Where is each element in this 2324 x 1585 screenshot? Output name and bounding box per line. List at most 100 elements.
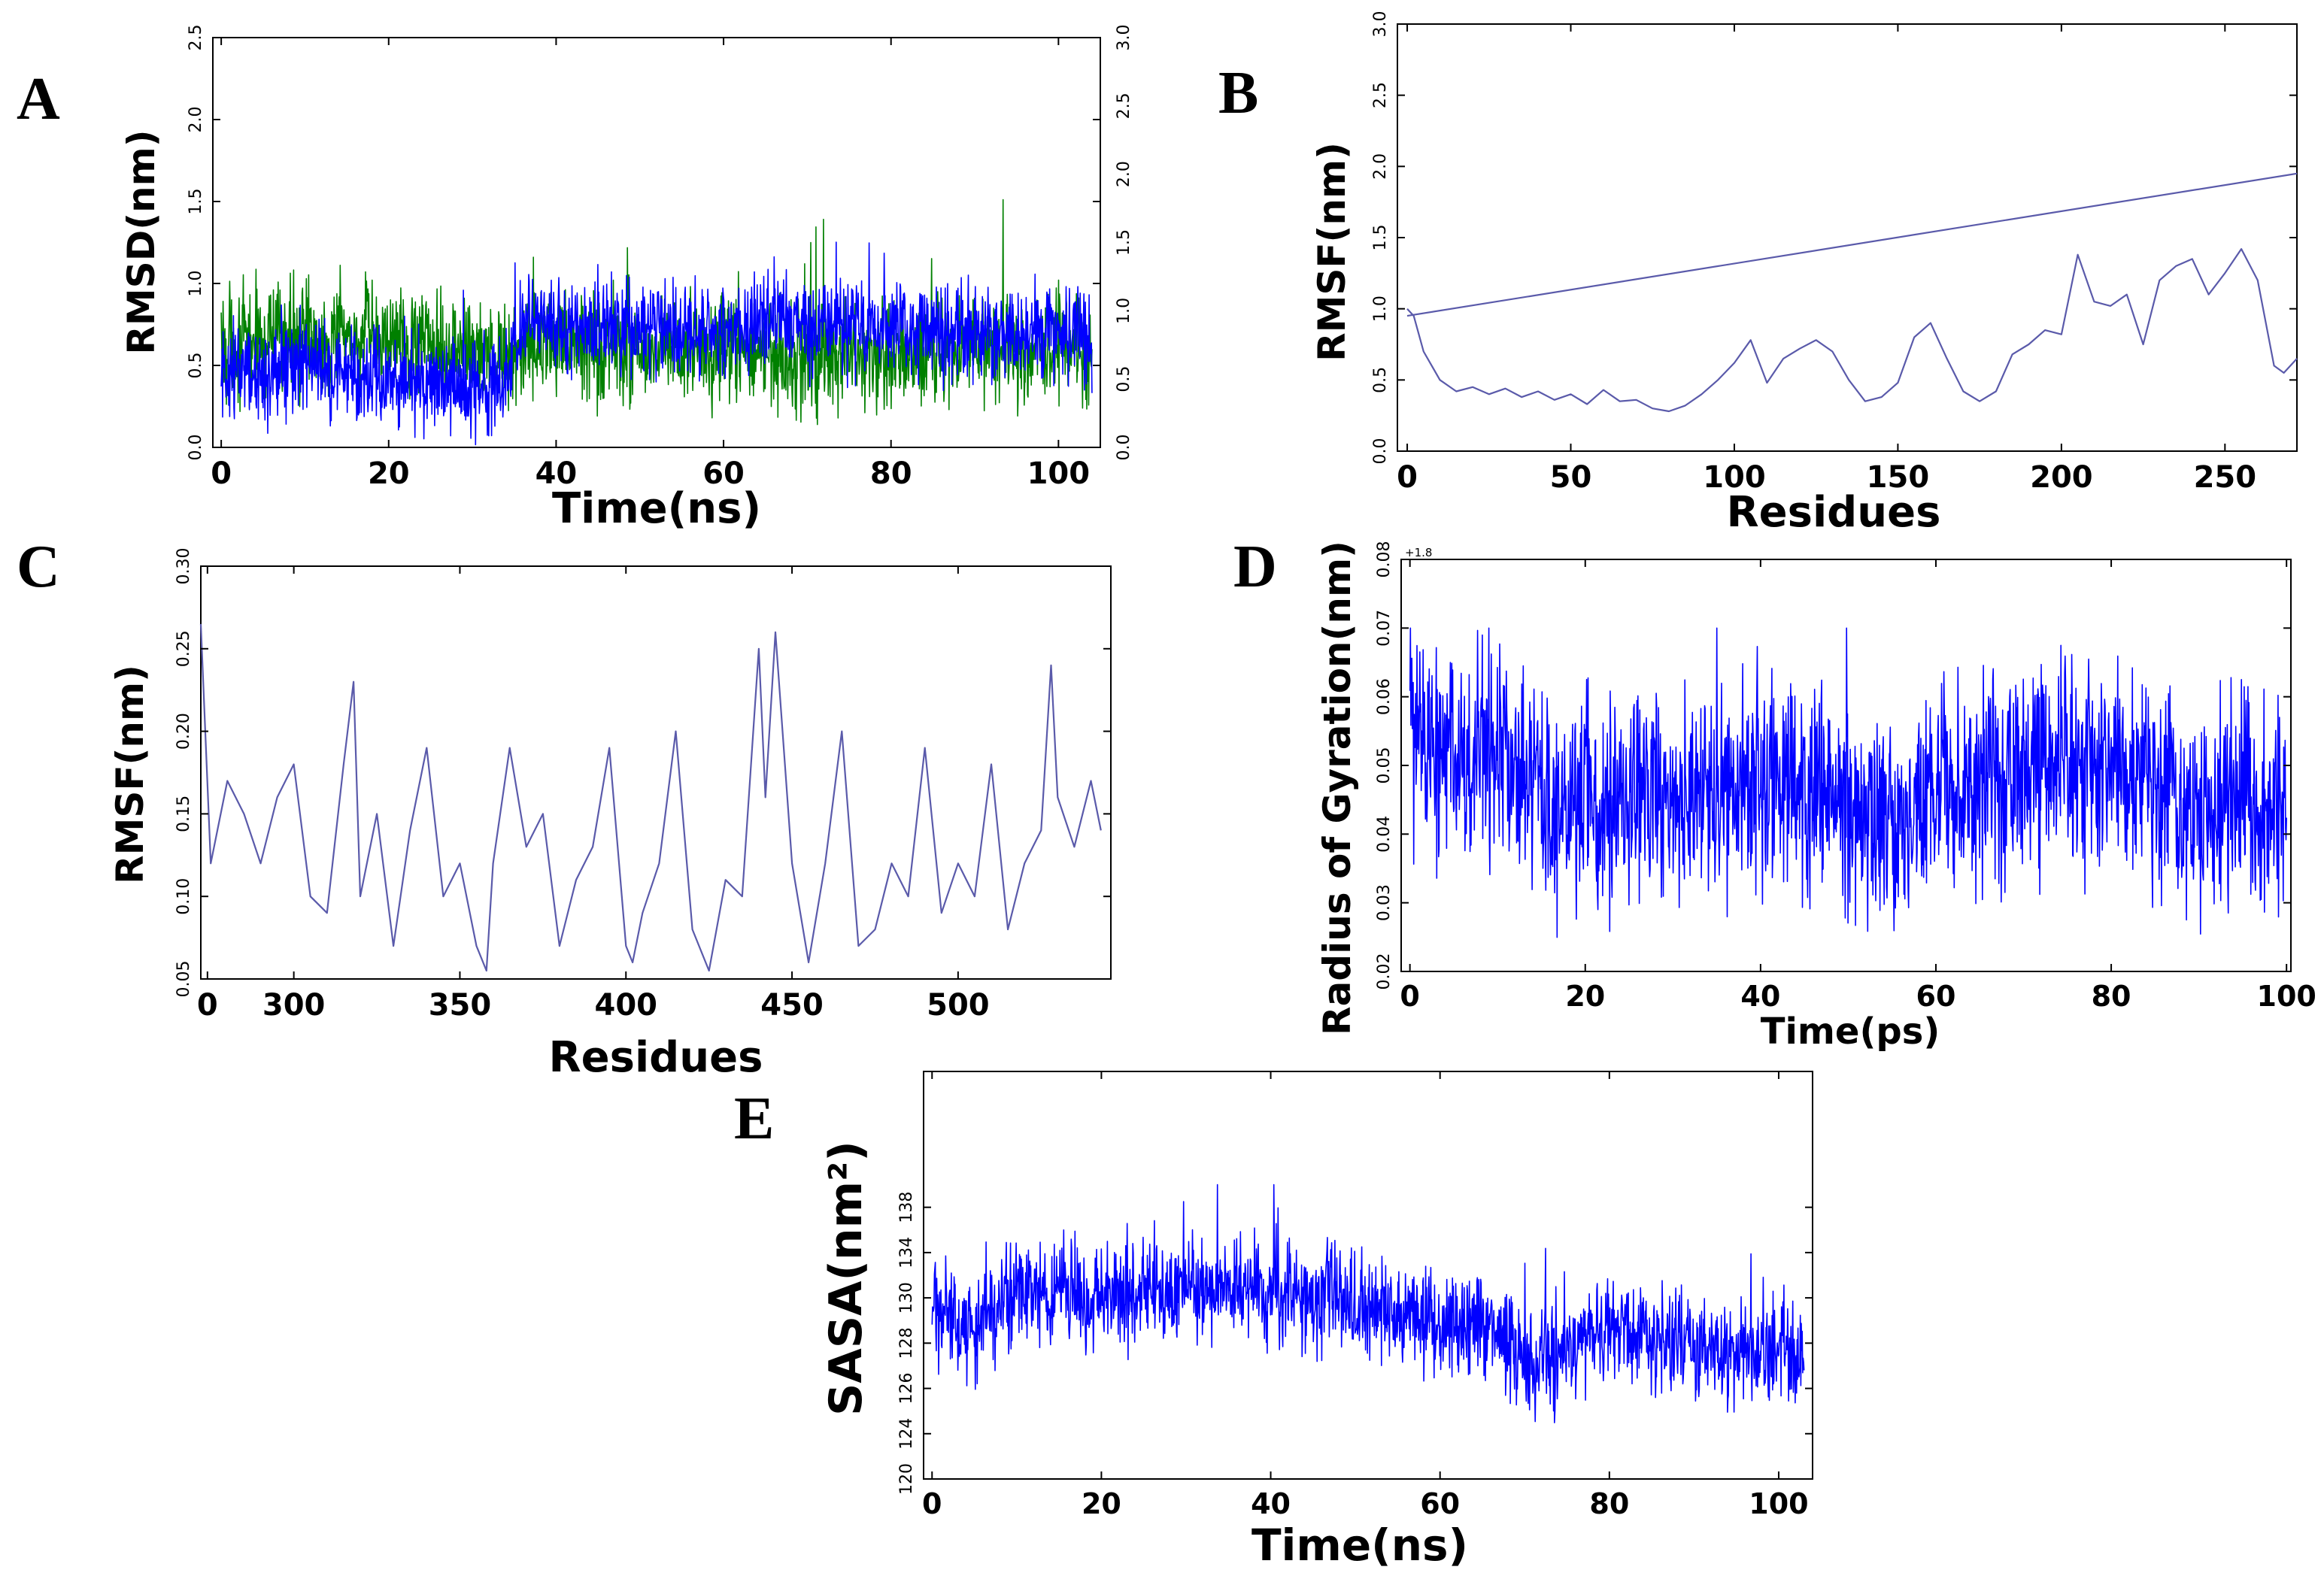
panel-b-series-2-line (1406, 248, 2298, 413)
panel-a-x-tick-label-0: 0 (211, 456, 232, 491)
chart-panel-b: 0 50 100 150 200 250 0.0 0.5 1.0 1.5 2.0 2.5 3.0 Res… (1310, 11, 2298, 537)
panel-d-y-tick-label-5: 0.07 (1375, 610, 1394, 647)
panel-d-y-tick-label-1: 0.03 (1375, 884, 1394, 921)
panel-b-series-1-line (1406, 172, 2298, 317)
panel-c-y-tick-label-0: 0.05 (174, 961, 193, 998)
panel-d-x-axis-title: Time(ps) (1761, 1011, 1940, 1053)
panel-a-ticks: 0 20 40 60 80 100 0.0 0.5 1.0 1.5 2.0 2.5 0.0 0.5 1.0 1… (187, 25, 1133, 492)
panel-a-frame (212, 37, 1101, 448)
panel-b-x-tick-label-2: 100 (1703, 460, 1766, 495)
panel-e-ticks: 0 20 40 60 80 100 120 124 126 128 130 134 138 (897, 1071, 1813, 1520)
panel-e-y-tick-label-1: 124 (897, 1418, 916, 1450)
panel-a-x-tick-label-3: 60 (702, 456, 745, 491)
panel-e-x-axis-title: Time(ns) (1252, 1520, 1468, 1571)
panel-a-series-2-line (220, 241, 1093, 446)
panel-b-y-tick-label-2: 1.0 (1371, 295, 1390, 322)
panel-b-y-tick-label-3: 1.5 (1371, 225, 1390, 251)
panel-d-offset-text: +1.8 (1405, 546, 1432, 559)
panel-b-y-tick-label-6: 3.0 (1371, 11, 1390, 38)
panel-e-x-tick-label-1: 20 (1082, 1487, 1121, 1520)
panel-d-x-tick-label-3: 60 (1916, 980, 1956, 1013)
panel-d-x-tick-label-2: 40 (1740, 980, 1780, 1013)
panel-d-y-tick-label-2: 0.04 (1375, 816, 1394, 853)
chart-panel-d: +1.8 0 20 40 60 80 100 0.02 0.03 0.04 0.05 0.06 0.0… (1315, 541, 2316, 1053)
panel-letter-e: E (734, 1086, 774, 1152)
panel-a-x-tick-label-4: 80 (870, 456, 912, 491)
panel-c-y-tick-label-5: 0.30 (174, 548, 193, 585)
panel-a-y-tick-label-4: 2.0 (187, 107, 205, 133)
panel-c-y-tick-label-4: 0.25 (174, 630, 193, 667)
chart-panel-a: 0 20 40 60 80 100 0.0 0.5 1.0 1.5 2.0 2.5 0.0 0.5 1.0 1… (120, 25, 1133, 534)
panel-d-y-tick-label-4: 0.06 (1375, 678, 1394, 715)
panel-b-x-axis-title: Residues (1727, 488, 1941, 537)
panel-c-x-tick-label-4: 450 (760, 988, 824, 1023)
panel-c-plot-area (199, 623, 1102, 972)
panel-a-y-axis-title: RMSD(nm) (120, 129, 163, 354)
panel-a-y-tick-label-5: 2.5 (187, 25, 205, 51)
panel-b-x-tick-label-0: 0 (1397, 460, 1418, 495)
panel-e-series-1-line (931, 1183, 1805, 1423)
panel-e-y-tick-label-0: 120 (897, 1463, 916, 1495)
panel-d-x-tick-label-5: 100 (2257, 980, 2316, 1013)
panel-e-plot-area (931, 1183, 1805, 1423)
panel-d-plot-area (1409, 627, 2287, 938)
panel-a-x-tick-label-1: 20 (368, 456, 410, 491)
panel-e-x-tick-label-0: 0 (922, 1487, 942, 1520)
panel-c-ticks: 0 300 350 400 450 500 0.05 0.10 0.15 0.20 0.25 0.30 (174, 548, 1111, 1023)
chart-panel-c: 0 300 350 400 450 500 0.05 0.10 0.15 0.20 0.25 0.30… (108, 548, 1112, 1082)
panel-a-y-right-tick-label-3: 1.5 (1115, 229, 1133, 256)
panel-d-x-tick-label-1: 20 (1565, 980, 1605, 1013)
panel-c-frame (200, 565, 1112, 980)
panel-a-y-right-tick-label-2: 1.0 (1115, 298, 1133, 324)
panel-c-x-tick-label-3: 400 (595, 988, 658, 1023)
panel-c-x-tick-label-5: 500 (927, 988, 990, 1023)
panel-d-ticks: 0 20 40 60 80 100 0.02 0.03 0.04 0.05 0.06 0.07 0.08 (1375, 541, 2316, 1013)
panel-a-y-tick-label-2: 1.0 (187, 271, 205, 297)
panel-a-y-right-tick-label-1: 0.5 (1115, 366, 1133, 392)
panel-b-y-tick-label-1: 0.5 (1371, 367, 1390, 393)
panel-letter-a: A (17, 66, 60, 132)
panel-b-y-tick-label-0: 0.0 (1371, 438, 1390, 465)
panel-e-x-tick-label-3: 60 (1420, 1487, 1460, 1520)
panel-letter-d: D (1233, 534, 1277, 600)
panel-e-x-tick-label-5: 100 (1749, 1487, 1808, 1520)
panel-d-x-tick-label-4: 80 (2092, 980, 2131, 1013)
panel-b-x-tick-label-3: 150 (1867, 460, 1930, 495)
panel-d-y-tick-label-6: 0.08 (1375, 541, 1394, 578)
panel-e-y-tick-label-3: 128 (897, 1327, 916, 1359)
panel-d-series-1-line (1409, 627, 2287, 938)
panel-b-frame (1397, 23, 2298, 452)
panel-c-x-axis-title: Residues (549, 1033, 763, 1082)
panel-d-y-tick-label-3: 0.05 (1375, 747, 1394, 784)
panel-b-y-tick-label-5: 2.5 (1371, 82, 1390, 108)
panel-a-x-axis-title: Time(ns) (552, 484, 761, 533)
panel-e-x-tick-label-2: 40 (1251, 1487, 1291, 1520)
panel-c-x-tick-label-0: 0 (197, 988, 218, 1023)
panel-c-y-tick-label-3: 0.20 (174, 713, 193, 750)
panel-c-y-axis-title: RMSF(nm) (108, 665, 152, 884)
panel-b-x-tick-label-4: 200 (2030, 460, 2093, 495)
panel-c-y-tick-label-1: 0.10 (174, 878, 193, 915)
panel-b-plot-area (1406, 172, 2298, 413)
panel-a-y-tick-label-0: 0.0 (187, 435, 205, 461)
panel-a-x-tick-label-2: 40 (535, 456, 578, 491)
panel-a-y-tick-label-1: 0.5 (187, 353, 205, 379)
panel-c-series-1-line (199, 623, 1102, 972)
panel-letter-c: C (17, 534, 60, 600)
panel-e-y-tick-label-2: 126 (897, 1373, 916, 1405)
panel-b-y-tick-label-4: 2.0 (1371, 153, 1390, 180)
panel-e-frame (923, 1071, 1813, 1480)
panel-a-plot-area (220, 199, 1093, 446)
panel-a-y-right-tick-label-0: 0.0 (1115, 435, 1133, 461)
panel-d-y-axis-title: Radius of Gyration(nm) (1315, 541, 1359, 1035)
panel-c-y-tick-label-2: 0.15 (174, 796, 193, 832)
panel-a-y-tick-label-3: 1.5 (187, 189, 205, 215)
panel-d-x-tick-label-0: 0 (1400, 980, 1419, 1013)
chart-panel-e: 0 20 40 60 80 100 120 124 126 128 130 134 138 Time(n… (820, 1071, 1813, 1571)
panel-letter-b: B (1218, 60, 1258, 126)
panel-c-x-tick-label-2: 350 (429, 988, 492, 1023)
panel-e-y-axis-title: SASA(nm²) (820, 1141, 872, 1416)
panel-b-x-tick-label-1: 50 (1550, 460, 1592, 495)
panel-b-x-tick-label-5: 250 (2194, 460, 2257, 495)
